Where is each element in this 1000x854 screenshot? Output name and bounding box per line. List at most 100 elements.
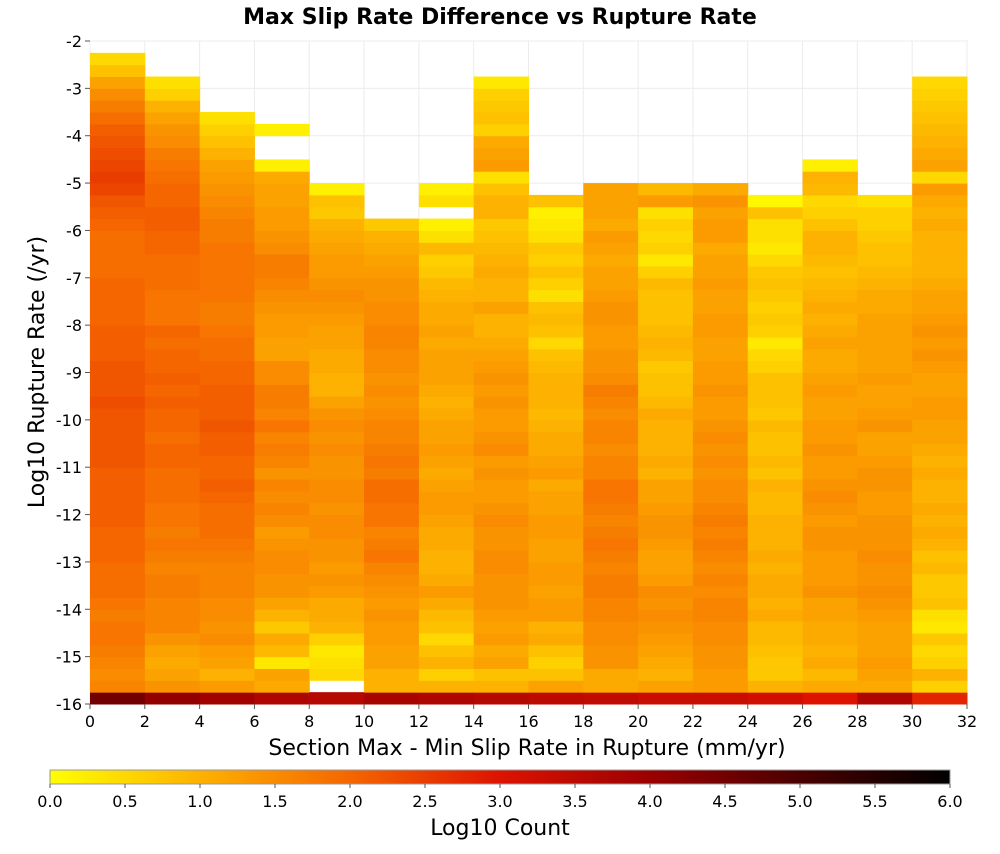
heatmap-cell xyxy=(692,526,749,539)
x-tick-label: 2 xyxy=(140,712,150,731)
heatmap-cell xyxy=(747,277,804,291)
heatmap-cell xyxy=(309,254,365,267)
heatmap-cell xyxy=(144,668,201,681)
heatmap-cell xyxy=(473,680,529,693)
heatmap-cell xyxy=(199,396,255,409)
heatmap-cell xyxy=(857,490,913,504)
y-tick-label: -8 xyxy=(66,316,82,335)
heatmap-cell xyxy=(528,490,584,504)
heatmap-cell xyxy=(254,561,310,575)
heatmap-cell xyxy=(747,431,804,445)
heatmap-cell xyxy=(418,396,475,409)
heatmap-cell xyxy=(144,277,201,291)
heatmap-cell xyxy=(583,336,639,350)
heatmap-cell xyxy=(309,372,365,385)
heatmap-cell xyxy=(418,265,475,279)
heatmap-cell xyxy=(309,194,365,208)
heatmap-cell xyxy=(364,301,420,314)
heatmap-cell xyxy=(802,159,858,172)
heatmap-cell xyxy=(254,384,310,397)
heatmap-cell xyxy=(857,419,913,433)
heatmap-cell xyxy=(912,656,968,669)
heatmap-cell xyxy=(90,692,146,705)
heatmap-cell xyxy=(254,289,310,302)
heatmap-cell xyxy=(418,254,475,267)
heatmap-cell xyxy=(747,668,804,681)
heatmap-cell xyxy=(364,348,420,362)
heatmap-cell xyxy=(747,644,804,658)
heatmap-cell xyxy=(747,490,804,504)
heatmap-cell xyxy=(473,550,529,563)
heatmap-cell xyxy=(90,183,146,196)
heatmap-cell xyxy=(199,360,255,373)
heatmap-cell xyxy=(364,336,420,350)
heatmap-cell xyxy=(857,467,913,480)
heatmap-cell xyxy=(144,419,201,433)
heatmap-cell xyxy=(802,692,858,705)
heatmap-cell xyxy=(364,408,420,421)
heatmap-cell xyxy=(254,538,310,551)
heatmap-cell xyxy=(528,218,584,231)
heatmap-cell xyxy=(144,325,201,338)
heatmap-cell xyxy=(638,538,694,551)
heatmap-cell xyxy=(473,396,529,409)
heatmap-cell xyxy=(199,467,255,480)
heatmap-cell xyxy=(90,336,146,350)
heatmap-cell xyxy=(473,526,529,539)
heatmap-cell xyxy=(418,585,475,598)
heatmap-cell xyxy=(583,621,639,634)
heatmap-cell xyxy=(583,550,639,563)
heatmap-cell xyxy=(199,550,255,563)
heatmap-cell xyxy=(254,171,310,184)
heatmap-cell xyxy=(802,597,858,610)
heatmap-cell xyxy=(364,218,420,231)
heatmap-cell xyxy=(802,585,858,598)
heatmap-cell xyxy=(528,301,584,314)
heatmap-cell xyxy=(528,265,584,279)
heatmap-cell xyxy=(199,514,255,527)
heatmap-cell xyxy=(857,230,913,243)
heatmap-cell xyxy=(364,254,420,267)
heatmap-cell xyxy=(199,135,255,149)
heatmap-cell xyxy=(583,419,639,433)
heatmap-cell xyxy=(418,348,475,362)
heatmap-cell xyxy=(90,360,146,373)
heatmap-cell xyxy=(747,384,804,397)
heatmap-cell xyxy=(364,526,420,539)
heatmap-cell xyxy=(528,360,584,373)
heatmap-cell xyxy=(144,514,201,527)
heatmap-cell xyxy=(802,183,858,196)
y-tick-label: -11 xyxy=(56,458,82,477)
heatmap-cell xyxy=(418,194,475,208)
heatmap-cell xyxy=(364,585,420,598)
heatmap-cell xyxy=(802,443,858,456)
heatmap-cell xyxy=(473,112,529,125)
heatmap-cell xyxy=(418,467,475,480)
heatmap-cell xyxy=(364,680,420,693)
heatmap-cell xyxy=(802,325,858,338)
heatmap-cell xyxy=(309,573,365,587)
heatmap-cell xyxy=(418,479,475,492)
heatmap-cell xyxy=(418,419,475,433)
y-tick-label: -6 xyxy=(66,221,82,240)
heatmap-cell xyxy=(583,218,639,231)
heatmap-cell xyxy=(309,644,365,658)
heatmap-cell xyxy=(857,289,913,302)
heatmap-cell xyxy=(638,621,694,634)
heatmap-cell xyxy=(144,656,201,669)
heatmap-cell xyxy=(473,171,529,184)
heatmap-cell xyxy=(473,692,529,705)
heatmap-cell xyxy=(583,668,639,681)
heatmap-cell xyxy=(912,242,968,255)
heatmap-cell xyxy=(912,194,968,208)
heatmap-cell xyxy=(254,159,310,172)
heatmap-cell xyxy=(473,88,529,101)
heatmap-cell xyxy=(912,419,968,433)
heatmap-cell xyxy=(857,621,913,634)
heatmap-cell xyxy=(583,313,639,326)
x-tick-label: 8 xyxy=(304,712,314,731)
heatmap-cell xyxy=(747,254,804,267)
heatmap-cell xyxy=(309,396,365,409)
heatmap-cell xyxy=(912,561,968,575)
heatmap-cell xyxy=(144,301,201,314)
